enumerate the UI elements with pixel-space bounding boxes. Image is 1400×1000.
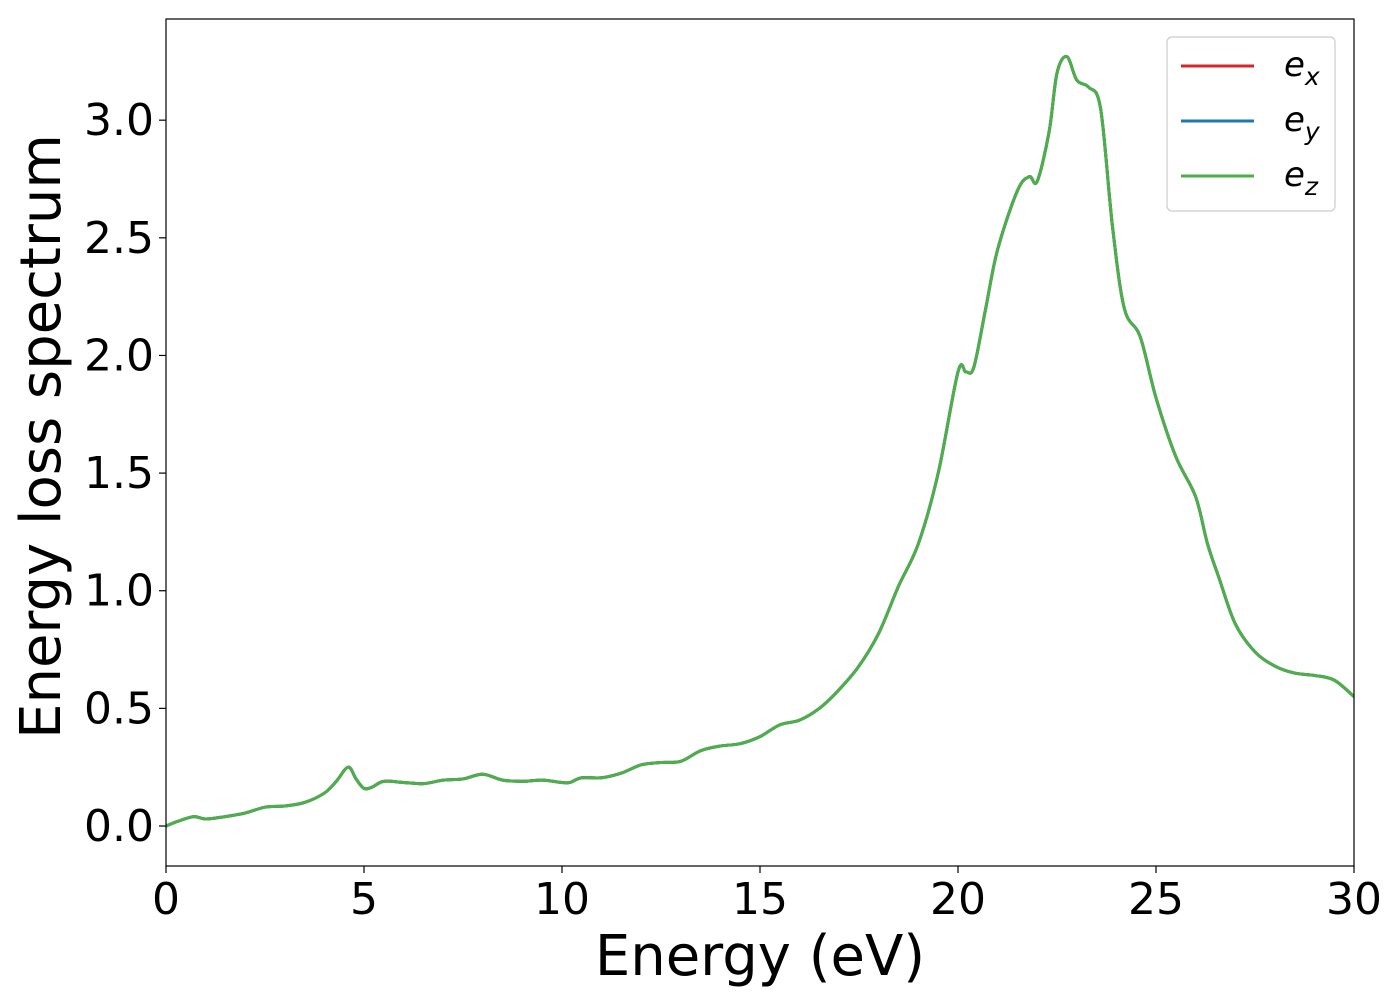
legend: ex ey ez [1166, 36, 1336, 212]
legend-box [1166, 36, 1336, 212]
legend-label: ez [1284, 155, 1319, 201]
x-tick-label: 20 [930, 874, 986, 925]
y-tick-label: 0.5 [84, 683, 154, 734]
legend-label: ey [1284, 100, 1321, 146]
y-tick-label: 2.0 [84, 330, 154, 381]
x-tick-label: 15 [732, 874, 788, 925]
y-tick-label: 3.0 [84, 95, 154, 146]
x-tick-label: 0 [152, 874, 180, 925]
x-tick-label: 5 [350, 874, 378, 925]
y-tick-label: 1.0 [84, 566, 154, 617]
legend-label: ex [1284, 45, 1320, 91]
y-tick-label: 1.5 [84, 448, 154, 499]
x-tick-label: 25 [1128, 874, 1184, 925]
y-tick-label: 0.0 [84, 801, 154, 852]
y-axis-ticks: 0.0 0.5 1.0 1.5 2.0 2.5 3.0 [84, 95, 166, 852]
series-line-e-z [166, 55, 1354, 828]
x-tick-label: 30 [1326, 874, 1382, 925]
x-axis-ticks: 0 5 10 15 20 25 30 [152, 866, 1382, 925]
x-axis-label: Energy (eV) [595, 924, 925, 989]
y-axis-label: Energy loss spectrum [9, 134, 74, 739]
x-tick-label: 10 [534, 874, 590, 925]
series-layer [166, 55, 1354, 828]
y-tick-label: 2.5 [84, 213, 154, 264]
